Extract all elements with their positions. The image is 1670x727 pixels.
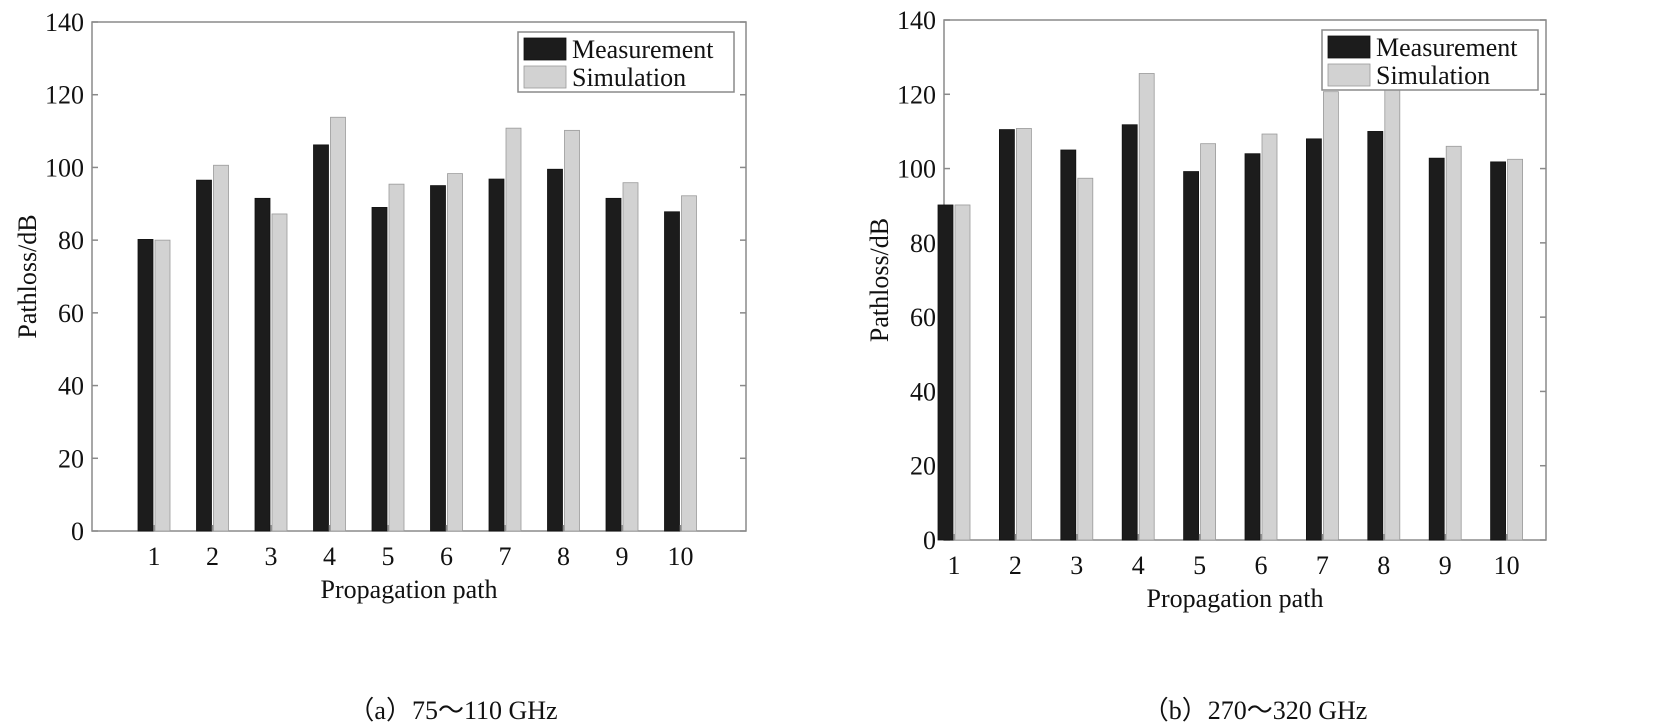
- bar-simulation: [505, 127, 522, 532]
- y-tick-label: 0: [71, 517, 84, 546]
- y-tick-label: 120: [897, 80, 936, 109]
- bar-chart-a: 0 20 40 60 80 100 120 140 1 2 3 4 5 6 7 8 9 10 Propagation…: [13, 8, 747, 604]
- bar-measurement: [1305, 138, 1322, 541]
- chart-caption: （b）270～320 GHz: [1142, 696, 1368, 725]
- x-tick-label: 10: [1494, 551, 1520, 580]
- x-tick-label: 6: [440, 542, 453, 571]
- y-tick-label: 140: [45, 8, 84, 37]
- x-tick-label: 6: [1255, 551, 1268, 580]
- bar-simulation: [1015, 128, 1032, 541]
- y-tick-label: 80: [910, 229, 936, 258]
- bar-measurement: [1490, 161, 1506, 541]
- x-tick-label: 1: [948, 551, 961, 580]
- x-tick-label: 3: [265, 542, 278, 571]
- x-tick-label: 7: [499, 542, 512, 571]
- bar-measurement: [488, 178, 505, 532]
- legend-swatch: [1327, 35, 1371, 59]
- plot-frame: [91, 21, 747, 532]
- bar-simulation: [330, 116, 346, 532]
- x-tick-label: 1: [148, 542, 161, 571]
- bar-simulation: [1077, 177, 1094, 541]
- bar-simulation: [388, 183, 405, 532]
- x-tick-label: 2: [1009, 551, 1022, 580]
- x-tick-label: 5: [382, 542, 395, 571]
- legend-label: Simulation: [1376, 61, 1490, 90]
- y-axis-label: Pathloss/dB: [13, 214, 42, 338]
- y-axis-label: Pathloss/dB: [865, 218, 894, 342]
- x-axis-label: Propagation path: [1147, 584, 1324, 613]
- x-tick-label: 5: [1193, 551, 1206, 580]
- y-tick-label: 120: [45, 81, 84, 110]
- bar-measurement: [1121, 124, 1138, 541]
- legend-label: Measurement: [572, 35, 714, 64]
- legend-label: Measurement: [1376, 33, 1518, 62]
- bar-measurement: [664, 211, 680, 532]
- bar-simulation: [1384, 86, 1401, 541]
- bar-measurement: [137, 239, 154, 532]
- bar-measurement: [313, 144, 329, 532]
- bar-simulation: [1138, 73, 1155, 541]
- bar-simulation: [1322, 91, 1339, 541]
- bar-simulation: [154, 239, 171, 532]
- x-tick-label: 3: [1070, 551, 1083, 580]
- bar-measurement: [1244, 153, 1261, 541]
- chart-panel-a: 0 20 40 60 80 100 120 140 1 2 3 4 5 6 7 8 9 10 Propagation…: [0, 0, 830, 726]
- bar-simulation: [564, 129, 580, 532]
- x-tick-label: 4: [323, 542, 336, 571]
- y-tick-label: 100: [45, 153, 84, 182]
- bar-measurement: [1183, 171, 1200, 541]
- x-tick-label: 9: [616, 542, 629, 571]
- bar-measurement: [605, 197, 622, 532]
- bar-simulation: [954, 204, 971, 541]
- bar-measurement: [430, 185, 446, 532]
- x-tick-label: 7: [1316, 551, 1329, 580]
- bar-simulation: [271, 213, 288, 532]
- bar-simulation: [1200, 143, 1217, 541]
- bar-measurement: [998, 129, 1015, 541]
- x-tick-label: 2: [206, 542, 219, 571]
- y-tick-label: 40: [910, 377, 936, 406]
- bar-measurement: [1367, 131, 1384, 541]
- x-axis-label: Propagation path: [321, 575, 498, 604]
- y-tick-label: 20: [910, 452, 936, 481]
- y-tick-label: 40: [58, 372, 84, 401]
- y-tick-label: 60: [910, 303, 936, 332]
- x-tick-label: 4: [1132, 551, 1145, 580]
- x-tick-label: 9: [1439, 551, 1452, 580]
- bar-simulation: [1261, 133, 1278, 541]
- legend-swatch: [1327, 63, 1371, 87]
- bar-simulation: [447, 173, 463, 532]
- y-tick-label: 0: [923, 526, 936, 555]
- bar-simulation: [213, 164, 229, 532]
- bar-measurement: [547, 168, 563, 532]
- bar-measurement: [1428, 157, 1445, 541]
- bar-simulation: [1445, 145, 1462, 541]
- chart-panel-b: 0 20 40 60 80 100 120 140 1 2 3 4 5 6 7 8 9 10 Propagation…: [850, 0, 1670, 726]
- legend-label: Simulation: [572, 63, 686, 92]
- x-tick-label: 8: [1377, 551, 1390, 580]
- legend-swatch: [523, 65, 567, 89]
- bar-simulation: [1507, 158, 1523, 541]
- bar-measurement: [371, 207, 388, 532]
- chart-caption: （a）75～110 GHz: [348, 696, 558, 725]
- bar-simulation: [681, 195, 697, 532]
- y-tick-label: 140: [897, 6, 936, 35]
- bar-measurement: [937, 204, 954, 541]
- y-tick-label: 100: [897, 155, 936, 184]
- bar-measurement: [196, 179, 212, 532]
- bar-chart-b: 0 20 40 60 80 100 120 140 1 2 3 4 5 6 7 8 9 10 Propagation…: [865, 6, 1547, 613]
- x-tick-label: 10: [668, 542, 694, 571]
- x-tick-label: 8: [557, 542, 570, 571]
- y-tick-label: 80: [58, 226, 84, 255]
- legend-swatch: [523, 37, 567, 61]
- bar-simulation: [622, 182, 639, 532]
- bar-measurement: [254, 197, 271, 532]
- bar-measurement: [1060, 149, 1077, 541]
- y-tick-label: 20: [58, 444, 84, 473]
- y-tick-label: 60: [58, 299, 84, 328]
